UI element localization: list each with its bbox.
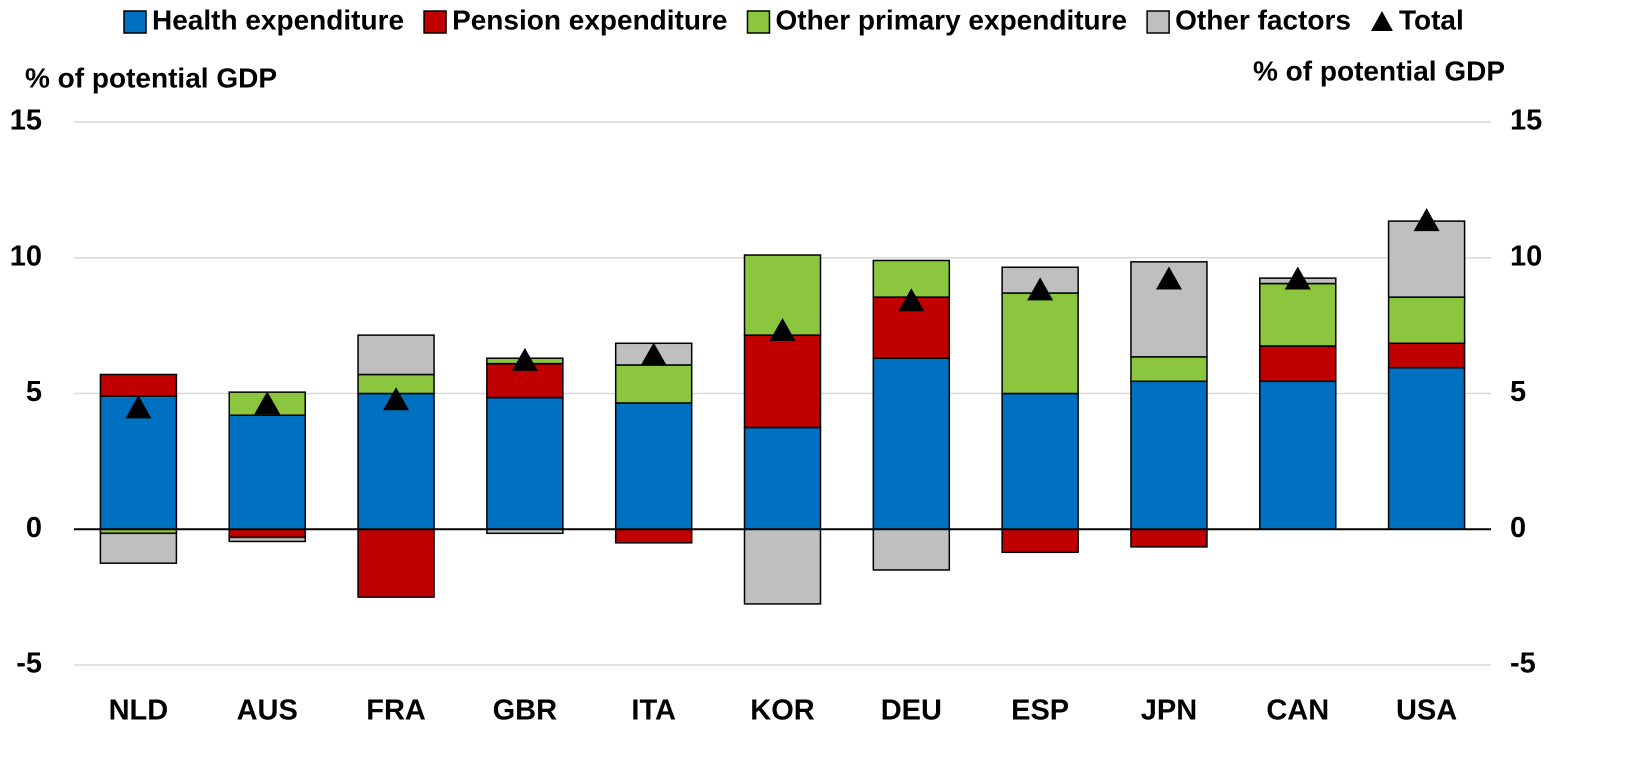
bar-segment <box>486 396 564 531</box>
total-marker <box>640 342 667 366</box>
bar-segment <box>357 528 435 598</box>
total-marker <box>898 288 925 312</box>
bar-segment <box>872 528 951 571</box>
y2-tick-label: 10 <box>1510 240 1542 272</box>
bar-segment <box>228 536 306 543</box>
bar-segment <box>614 528 693 544</box>
bar-segment <box>1387 366 1466 530</box>
bar-segment <box>1387 220 1466 298</box>
x-tick-label: GBR <box>493 695 558 727</box>
bar-segment <box>1001 292 1079 395</box>
bar-segment <box>1387 342 1466 369</box>
y2-tick-label: 15 <box>1510 105 1542 137</box>
bar-segment <box>228 528 306 539</box>
y-tick-label: 10 <box>10 240 42 272</box>
y2-axis-title: % of potential GDP <box>1253 55 1505 86</box>
bar-segment <box>614 402 693 530</box>
x-tick-label: ESP <box>1011 695 1069 727</box>
bar-segment <box>1130 380 1208 530</box>
bar-segment <box>99 373 178 397</box>
bar-segment <box>357 334 435 376</box>
bar-segment <box>1387 296 1466 345</box>
total-marker <box>383 387 410 411</box>
y2-tick-label: 5 <box>1510 376 1526 408</box>
total-marker <box>254 391 281 415</box>
bar-segment <box>1130 356 1208 383</box>
y-tick-label: 15 <box>10 105 42 137</box>
bar-segment <box>1259 345 1337 383</box>
x-tick-label: USA <box>1396 695 1457 727</box>
total-marker <box>1284 266 1311 290</box>
x-tick-label: CAN <box>1266 695 1329 727</box>
bar-segment <box>743 528 822 605</box>
legend-label: Pension expenditure <box>452 4 727 35</box>
bar-segment <box>357 392 435 530</box>
y-tick-label: 5 <box>26 376 42 408</box>
bar-segment <box>743 426 822 530</box>
bar-segment <box>1001 528 1079 554</box>
y2-tick-label: -5 <box>1510 648 1536 680</box>
total-marker <box>125 395 152 419</box>
x-tick-label: AUS <box>237 695 298 727</box>
x-tick-label: DEU <box>881 695 942 727</box>
total-marker <box>1155 266 1182 290</box>
legend-swatch <box>1146 10 1170 34</box>
total-marker <box>769 318 796 342</box>
bar-segment <box>872 357 951 530</box>
x-tick-label: FRA <box>366 695 426 727</box>
bar-segment <box>1259 380 1337 530</box>
legend-label: Other factors <box>1175 4 1351 35</box>
x-tick-label: ITA <box>631 695 676 727</box>
total-marker <box>1027 277 1054 301</box>
x-tick-label: NLD <box>109 695 169 727</box>
legend-label: Total <box>1399 4 1464 35</box>
total-marker <box>1413 208 1440 232</box>
legend-swatch <box>123 10 147 34</box>
bar-segment <box>1130 528 1208 548</box>
y-axis-title: % of potential GDP <box>25 62 277 93</box>
bar-segment <box>743 334 822 429</box>
y-tick-label: -5 <box>16 648 42 680</box>
bar-segment <box>99 532 178 564</box>
legend-label: Other primary expenditure <box>775 4 1127 35</box>
y-tick-label: 0 <box>26 512 42 544</box>
legend-swatch <box>746 10 771 34</box>
bar-segment <box>228 414 306 530</box>
legend: Health expenditure Pension expenditure Oth… <box>123 4 1464 35</box>
bar-segment <box>486 362 564 399</box>
legend-label: Health expenditure <box>152 4 404 35</box>
bar-segment <box>614 364 693 404</box>
legend-swatch <box>423 10 447 34</box>
legend-marker <box>1370 11 1393 31</box>
x-tick-label: KOR <box>750 695 815 727</box>
bar-segment <box>1001 392 1079 530</box>
x-tick-label: JPN <box>1141 695 1197 727</box>
bar-segment <box>1259 282 1337 347</box>
y2-tick-label: 0 <box>1510 512 1526 544</box>
total-marker <box>511 347 538 371</box>
